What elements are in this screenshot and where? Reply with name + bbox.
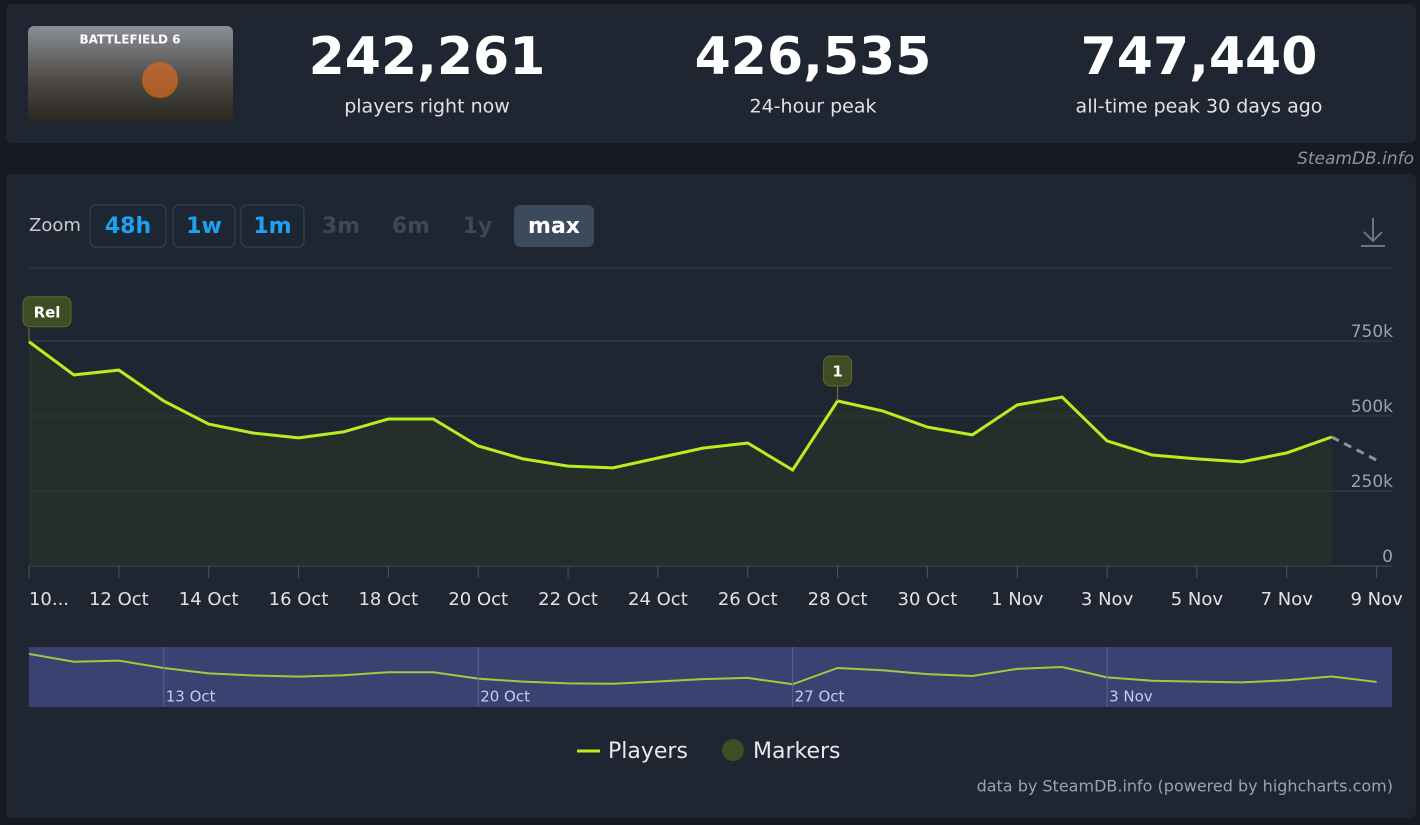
legend-label[interactable]: Players [608, 739, 688, 764]
game-image[interactable] [28, 26, 233, 122]
stat-value: 242,261 [309, 27, 546, 87]
x-tick-label: 18 Oct [358, 589, 418, 610]
credit[interactable]: data by SteamDB.info (powered by highcha… [977, 777, 1393, 796]
stat-value: 426,535 [695, 27, 932, 87]
y-tick-label: 500k [1351, 397, 1393, 417]
x-tick-label: 26 Oct [718, 589, 778, 610]
zoom-button[interactable] [172, 204, 236, 248]
zoom-button-label[interactable]: 3m [322, 214, 360, 239]
image-fire [142, 62, 178, 98]
x-tick-label: 30 Oct [898, 589, 958, 610]
x-tick-label: 28 Oct [808, 589, 868, 610]
zoom-button-label[interactable]: max [528, 214, 580, 239]
x-tick-label: 3 Nov [1081, 589, 1134, 610]
header-panel [6, 4, 1416, 143]
zoom-button-label[interactable]: 6m [392, 214, 430, 239]
stat-label: 24-hour peak [750, 96, 877, 118]
zoom-button-label[interactable]: 1y [463, 214, 493, 239]
x-tick-label: 24 Oct [628, 589, 688, 610]
legend-swatch[interactable] [722, 739, 744, 761]
line-incomplete [1330, 435, 1378, 462]
zoom-button[interactable] [514, 205, 594, 247]
zoom-label: Zoom [29, 215, 81, 236]
download-icon[interactable] [1361, 218, 1385, 247]
y-tick-label: 750k [1351, 322, 1393, 342]
x-tick-label: 10... [29, 589, 69, 610]
x-tick-label: 5 Nov [1171, 589, 1224, 610]
marker[interactable] [823, 355, 853, 387]
marker[interactable] [22, 296, 72, 328]
legend-label[interactable]: Markers [753, 739, 841, 764]
navigator-line [28, 652, 1377, 686]
y-tick-label: 250k [1351, 472, 1393, 492]
zoom-buttons: 48h 1w 1m 3m 6m 1y max [89, 204, 594, 248]
x-tick-label: 14 Oct [179, 589, 239, 610]
line [28, 340, 1333, 473]
stat-label: all-time peak 30 days ago [1076, 96, 1323, 118]
zoom-button[interactable] [89, 204, 167, 248]
stat-label: players right now [344, 96, 510, 118]
zoom-button-label[interactable]: 48h [105, 214, 151, 239]
y-tick-label: 0 [1382, 547, 1393, 567]
navigator[interactable] [29, 647, 1392, 707]
x-tick-label: 9 Nov [1350, 589, 1403, 610]
navigator-label: 13 Oct [166, 688, 216, 706]
x-tick-label: 16 Oct [269, 589, 329, 610]
navigator-label: 27 Oct [795, 688, 845, 706]
x-tick-label: 12 Oct [89, 589, 149, 610]
stat-value: 747,440 [1081, 27, 1318, 87]
navigator-label: 3 Nov [1109, 688, 1153, 706]
game-title: BATTLEFIELD 6 [80, 33, 181, 47]
zoom-button-label[interactable]: 1m [253, 214, 291, 239]
plot: 0 250k 500k 750k 10... 12 Oct 14 Oct 16 Oct 18 O… [22, 296, 1403, 764]
x-tick-label: 20 Oct [448, 589, 508, 610]
marker-label: 1 [832, 363, 842, 381]
watermark: SteamDB.info [1297, 149, 1414, 169]
zoom-button[interactable] [240, 204, 305, 248]
navigator-label: 20 Oct [480, 688, 530, 706]
x-tick-label: 7 Nov [1261, 589, 1314, 610]
zoom-button-label[interactable]: 1w [186, 214, 222, 239]
x-tick-label: 1 Nov [991, 589, 1044, 610]
x-tick-label: 22 Oct [538, 589, 598, 610]
marker-label: Rel [34, 303, 61, 321]
download-glyph [1361, 218, 1385, 247]
